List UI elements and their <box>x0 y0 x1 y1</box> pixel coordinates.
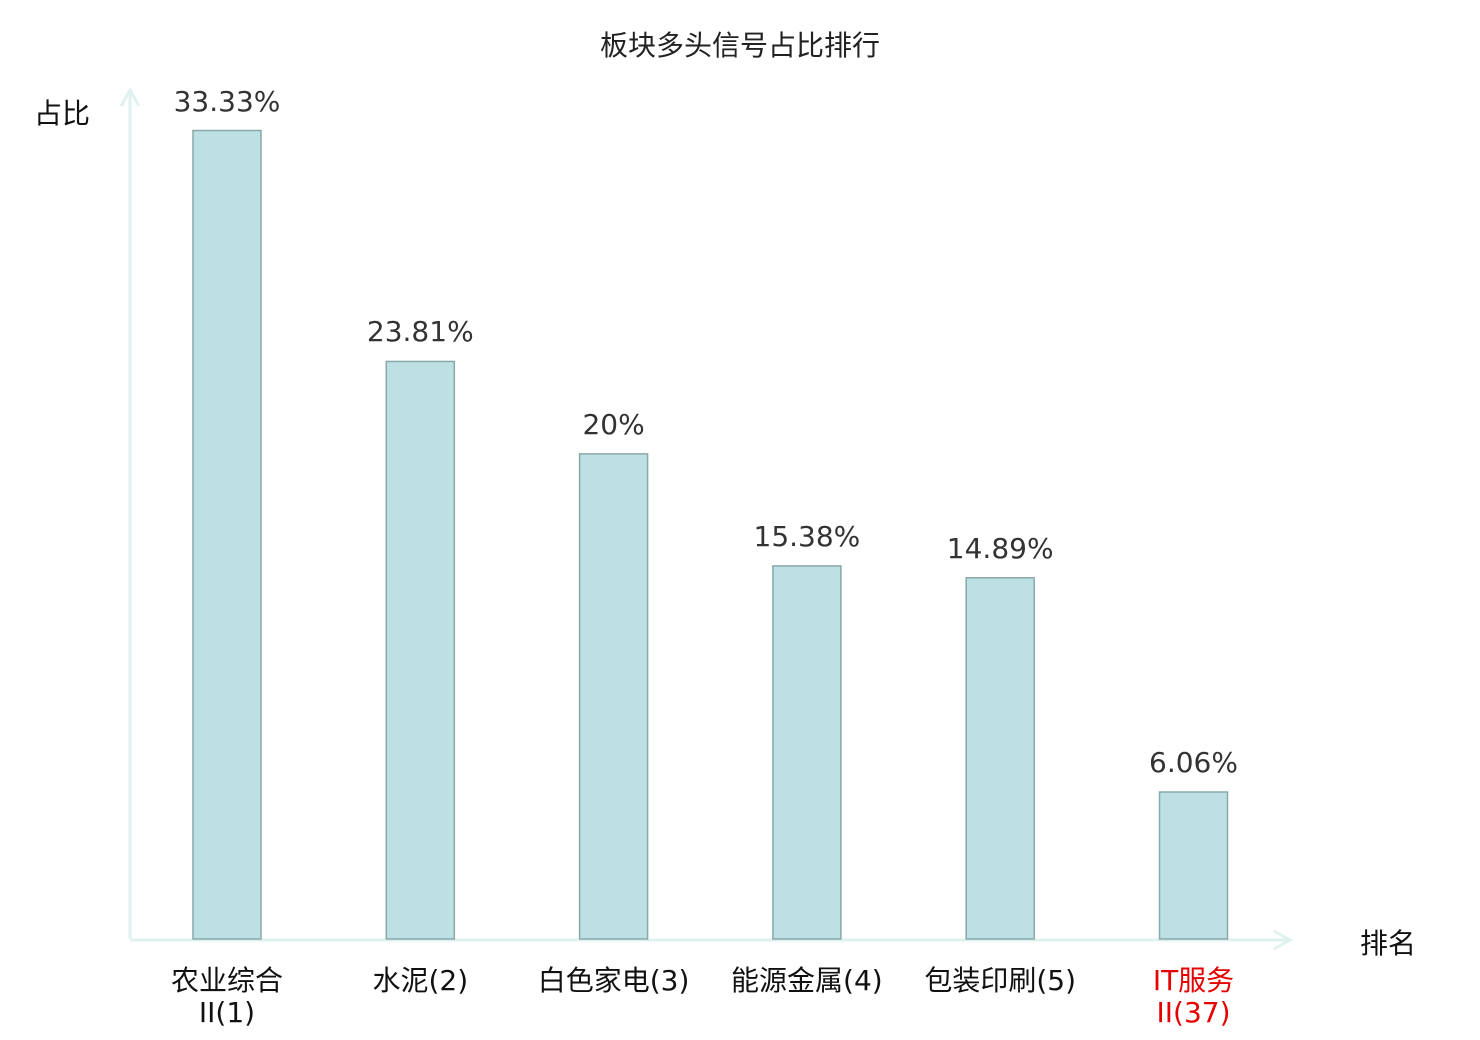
bar <box>1158 791 1229 940</box>
bar <box>192 129 262 940</box>
bar <box>772 565 842 940</box>
x-tick-label: 包装印刷(5) <box>924 964 1077 997</box>
data-label: 23.81% <box>366 315 474 349</box>
x-tick-label: 农业综合 II(1) <box>170 964 283 1029</box>
x-axis-arrow-icon <box>1273 929 1294 951</box>
data-label: 15.38% <box>753 519 861 553</box>
y-axis-label: 占比 <box>34 97 91 130</box>
x-tick-label: 白色家电(3) <box>537 964 690 997</box>
x-tick-label: 水泥(2) <box>372 964 469 997</box>
data-label: 33.33% <box>173 84 281 118</box>
x-axis-label: 排名 <box>1360 927 1417 960</box>
y-axis-arrow-icon <box>119 86 141 107</box>
chart-title: 板块多头信号占比排行 <box>599 29 880 62</box>
x-tick-label: 能源金属(4) <box>731 964 883 997</box>
data-label: 14.89% <box>946 531 1054 565</box>
bar <box>385 360 456 940</box>
data-label: 20% <box>582 407 645 441</box>
x-tick-label: IT服务 II(37) <box>1152 964 1235 1029</box>
bar <box>578 453 649 940</box>
data-label: 6.06% <box>1149 746 1238 779</box>
bar <box>965 577 1035 940</box>
